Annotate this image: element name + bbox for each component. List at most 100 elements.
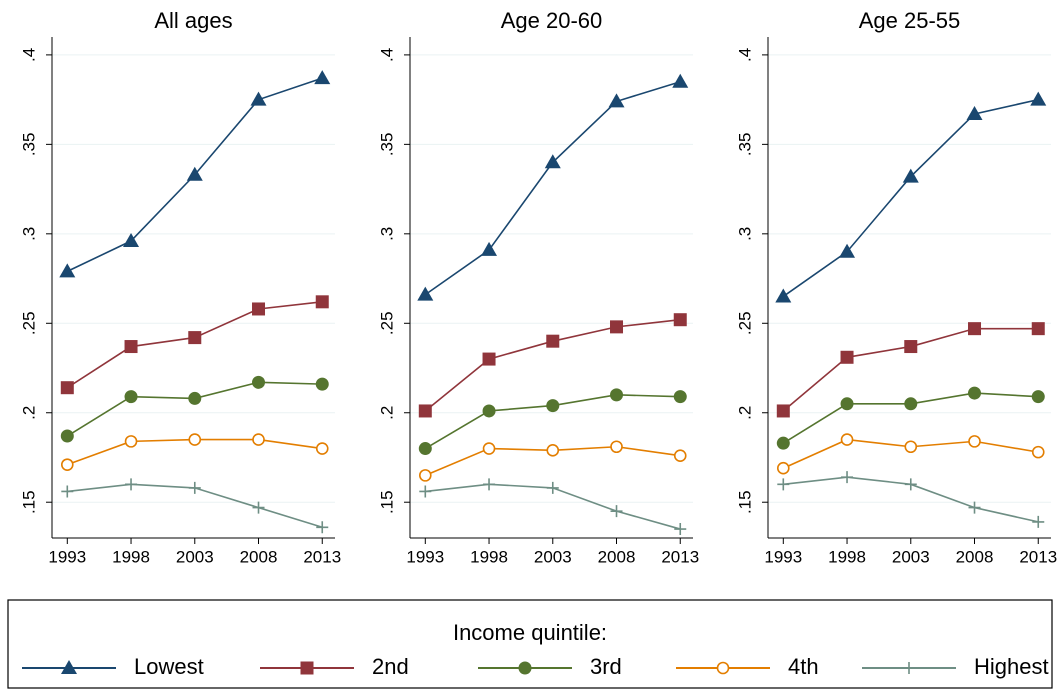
marker	[252, 302, 266, 316]
marker	[1031, 445, 1045, 459]
y-tick-label: .35	[735, 133, 754, 157]
marker	[673, 313, 687, 327]
marker	[841, 471, 854, 484]
marker	[252, 375, 266, 389]
marker	[418, 404, 432, 418]
legend-label: 4th	[788, 654, 819, 679]
marker	[481, 241, 498, 256]
marker	[61, 485, 74, 498]
marker	[968, 322, 982, 336]
y-tick-label: .4	[19, 48, 38, 62]
marker	[968, 501, 981, 514]
marker	[60, 429, 74, 443]
x-tick-label: 2008	[956, 547, 994, 566]
x-tick-label: 2003	[176, 547, 214, 566]
marker	[125, 478, 138, 491]
legend-marker	[300, 661, 314, 675]
marker	[608, 93, 625, 108]
marker	[546, 481, 559, 494]
y-tick-label: .15	[377, 490, 396, 514]
x-tick-label: 1998	[470, 547, 508, 566]
marker	[904, 440, 918, 454]
marker	[252, 501, 265, 514]
marker	[673, 390, 687, 404]
y-tick-label: .4	[735, 48, 754, 62]
marker	[776, 436, 790, 450]
legend-marker	[903, 662, 915, 674]
marker	[776, 461, 790, 475]
marker	[417, 286, 434, 301]
marker	[1031, 390, 1045, 404]
x-tick-label: 2008	[598, 547, 636, 566]
marker	[546, 334, 560, 348]
legend-marker	[518, 661, 532, 675]
legend-label: 3rd	[590, 654, 622, 679]
x-tick-label: 2003	[534, 547, 572, 566]
marker	[777, 478, 790, 491]
marker	[314, 70, 331, 85]
legend-box	[7, 599, 1053, 689]
marker	[419, 485, 432, 498]
marker	[250, 91, 267, 106]
marker	[124, 340, 138, 354]
marker	[483, 478, 496, 491]
panel-title: Age 20-60	[501, 8, 603, 33]
legend-title: Income quintile:	[453, 620, 607, 645]
y-tick-label: .25	[377, 311, 396, 335]
marker	[1032, 515, 1045, 528]
marker	[1031, 322, 1045, 336]
y-tick-label: .25	[19, 311, 38, 335]
series-line	[782, 98, 1039, 298]
marker	[316, 521, 329, 534]
x-tick-label: 1993	[764, 547, 802, 566]
x-tick-label: 2013	[303, 547, 341, 566]
y-tick-label: .35	[377, 133, 396, 157]
legend-label: Lowest	[134, 654, 204, 679]
marker	[482, 442, 496, 455]
marker	[840, 433, 854, 446]
x-tick-label: 1993	[48, 547, 86, 566]
marker	[674, 523, 687, 536]
panel-title: All ages	[154, 8, 232, 33]
marker	[60, 381, 74, 395]
x-tick-label: 1998	[112, 547, 150, 566]
marker	[188, 481, 201, 494]
marker	[904, 478, 917, 491]
marker	[610, 440, 623, 454]
marker	[904, 397, 918, 411]
y-tick-label: .2	[735, 406, 754, 420]
marker	[840, 350, 854, 364]
y-tick-label: .2	[19, 406, 38, 420]
marker	[968, 435, 981, 448]
y-tick-label: .15	[19, 490, 38, 514]
marker	[775, 288, 792, 303]
legend-marker	[61, 660, 77, 674]
marker	[902, 168, 919, 183]
x-tick-label: 2003	[892, 547, 930, 566]
marker	[673, 449, 687, 462]
x-tick-label: 2013	[1019, 547, 1057, 566]
marker	[315, 377, 329, 391]
legend-label: Highest	[974, 654, 1049, 679]
marker	[482, 352, 496, 366]
marker	[610, 320, 624, 334]
series-line	[424, 318, 681, 412]
marker	[188, 331, 202, 345]
legend-label: 2nd	[372, 654, 409, 679]
marker	[188, 391, 202, 405]
legend-marker	[716, 661, 730, 675]
marker	[904, 340, 918, 354]
marker	[482, 404, 496, 418]
marker	[840, 397, 854, 411]
series-line	[66, 381, 323, 437]
marker	[123, 232, 140, 247]
marker	[966, 105, 983, 120]
marker	[418, 469, 432, 482]
y-tick-label: .3	[735, 227, 754, 241]
marker	[186, 166, 203, 181]
marker	[124, 435, 138, 448]
y-tick-label: .4	[377, 48, 396, 62]
marker	[315, 442, 329, 455]
marker	[1030, 91, 1047, 106]
